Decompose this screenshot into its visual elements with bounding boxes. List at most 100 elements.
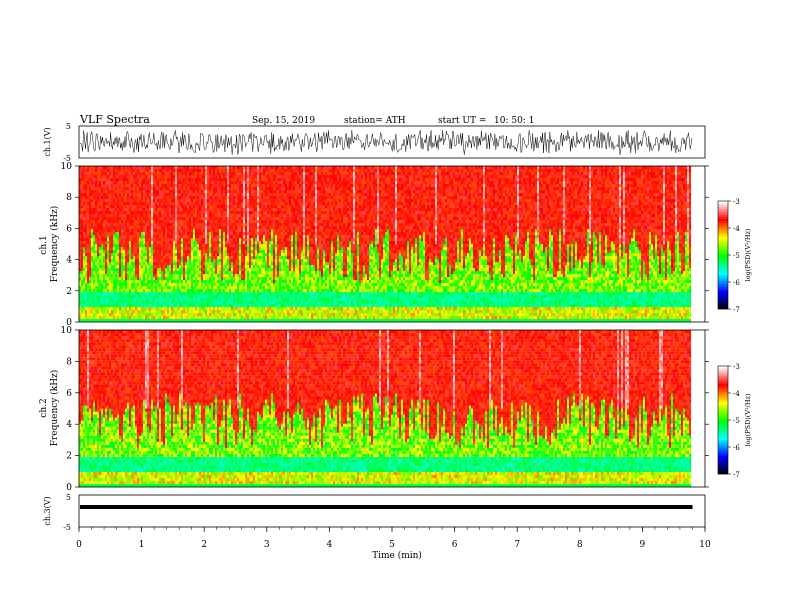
spectrogram-cell [223, 196, 225, 199]
spectrogram-cell [233, 205, 235, 208]
spectrogram-cell [149, 277, 151, 280]
spectrogram-cell [187, 277, 189, 280]
spectrogram-cell [209, 298, 211, 301]
spectrogram-cell [81, 172, 83, 175]
spectrogram-cell [159, 199, 161, 202]
spectrogram-cell [85, 175, 87, 178]
spectrogram-cell [131, 229, 133, 232]
spectrogram-cell [197, 292, 199, 295]
spectrogram-cell [97, 307, 99, 310]
spectrogram-cell [153, 178, 155, 181]
spectrogram-cell [121, 241, 123, 244]
spectrogram-cell [215, 238, 217, 241]
spectrogram-cell [227, 259, 229, 262]
spectrogram-cell [133, 262, 135, 265]
spectrogram-cell [177, 217, 179, 220]
spectrogram-cell [187, 265, 189, 268]
spectrogram-cell [139, 259, 141, 262]
spectrogram-cell [237, 310, 239, 313]
spectrogram-cell [231, 289, 233, 292]
spectrogram-cell [155, 202, 157, 205]
spectrogram-cell [159, 196, 161, 199]
spectrogram-cell [87, 292, 89, 295]
spectrogram-cell [91, 214, 93, 217]
spectrogram-cell [151, 307, 153, 310]
spectrogram-cell [173, 178, 175, 181]
spectrogram-cell [185, 208, 187, 211]
spectrogram-cell [191, 223, 193, 226]
spectrogram-cell [153, 181, 155, 184]
spectrogram-cell [223, 226, 225, 229]
spectrogram-cell [123, 196, 125, 199]
spectrogram-cell [169, 304, 171, 307]
spectrogram-cell [191, 169, 193, 172]
spectrogram-cell [147, 214, 149, 217]
spectrogram-cell [83, 307, 85, 310]
spectrogram-cell [81, 193, 83, 196]
spectrogram-cell [221, 301, 223, 304]
spectrogram-cell [91, 253, 93, 256]
spectrogram-cell [81, 271, 83, 274]
spectrogram-cell [125, 307, 127, 310]
spectrogram-cell [191, 232, 193, 235]
spectrogram-cell [133, 172, 135, 175]
spectrogram-cell [201, 199, 203, 202]
spectrogram-cell [135, 298, 137, 301]
spectrogram-cell [203, 205, 205, 208]
spectrogram-cell [83, 265, 85, 268]
spectrogram-cell [123, 277, 125, 280]
spectrogram-cell [201, 232, 203, 235]
spectrogram-cell [219, 250, 221, 253]
spectrogram-cell [223, 202, 225, 205]
spectrogram-cell [99, 292, 101, 295]
spectrogram-cell [219, 205, 221, 208]
spectrogram-cell [107, 289, 109, 292]
spectrogram-cell [227, 193, 229, 196]
spectrogram-cell [177, 250, 179, 253]
spectrogram-cell [93, 316, 95, 319]
spectrogram-cell [219, 268, 221, 271]
spectrogram-cell [103, 295, 105, 298]
spectrogram-cell [191, 190, 193, 193]
spectrogram-cell [137, 184, 139, 187]
spectrogram-cell [127, 241, 129, 244]
spectrogram-cell [183, 241, 185, 244]
spectrogram-cell [107, 256, 109, 259]
spectrogram-cell [205, 190, 207, 193]
spectrogram-cell [123, 238, 125, 241]
spectrogram-cell [157, 250, 159, 253]
spectrogram-cell [81, 187, 83, 190]
spectrogram-cell [105, 250, 107, 253]
spectrogram-cell [229, 169, 231, 172]
spectrogram-cell [177, 313, 179, 316]
spectrogram-cell [193, 313, 195, 316]
spectrogram-cell [101, 313, 103, 316]
spectrogram-cell [101, 205, 103, 208]
spectrogram-cell [87, 226, 89, 229]
spectrogram-cell [213, 211, 215, 214]
spectrogram-cell [175, 175, 177, 178]
spectrogram-cell [105, 232, 107, 235]
spectrogram-cell [239, 313, 241, 316]
spectrogram-cell [233, 277, 235, 280]
spectrogram-cell [115, 196, 117, 199]
spectrogram-cell [109, 316, 111, 319]
spectrogram-cell [197, 256, 199, 259]
spectrogram-cell [183, 217, 185, 220]
spectrogram-cell [139, 307, 141, 310]
spectrogram-cell [131, 304, 133, 307]
spectrogram-cell [163, 211, 165, 214]
spectrogram-cell [181, 256, 183, 259]
spectrogram-cell [159, 193, 161, 196]
spectrogram-cell [229, 280, 231, 283]
spectrogram-cell [165, 232, 167, 235]
spectrogram-cell [199, 247, 201, 250]
spectrogram-cell [179, 217, 181, 220]
spectrogram-cell [95, 262, 97, 265]
spectrogram-cell [91, 313, 93, 316]
spectrogram-cell [217, 280, 219, 283]
spectrogram-cell [113, 184, 115, 187]
spectrogram-cell [197, 247, 199, 250]
spectrogram-cell [119, 208, 121, 211]
spectrogram-cell [113, 205, 115, 208]
